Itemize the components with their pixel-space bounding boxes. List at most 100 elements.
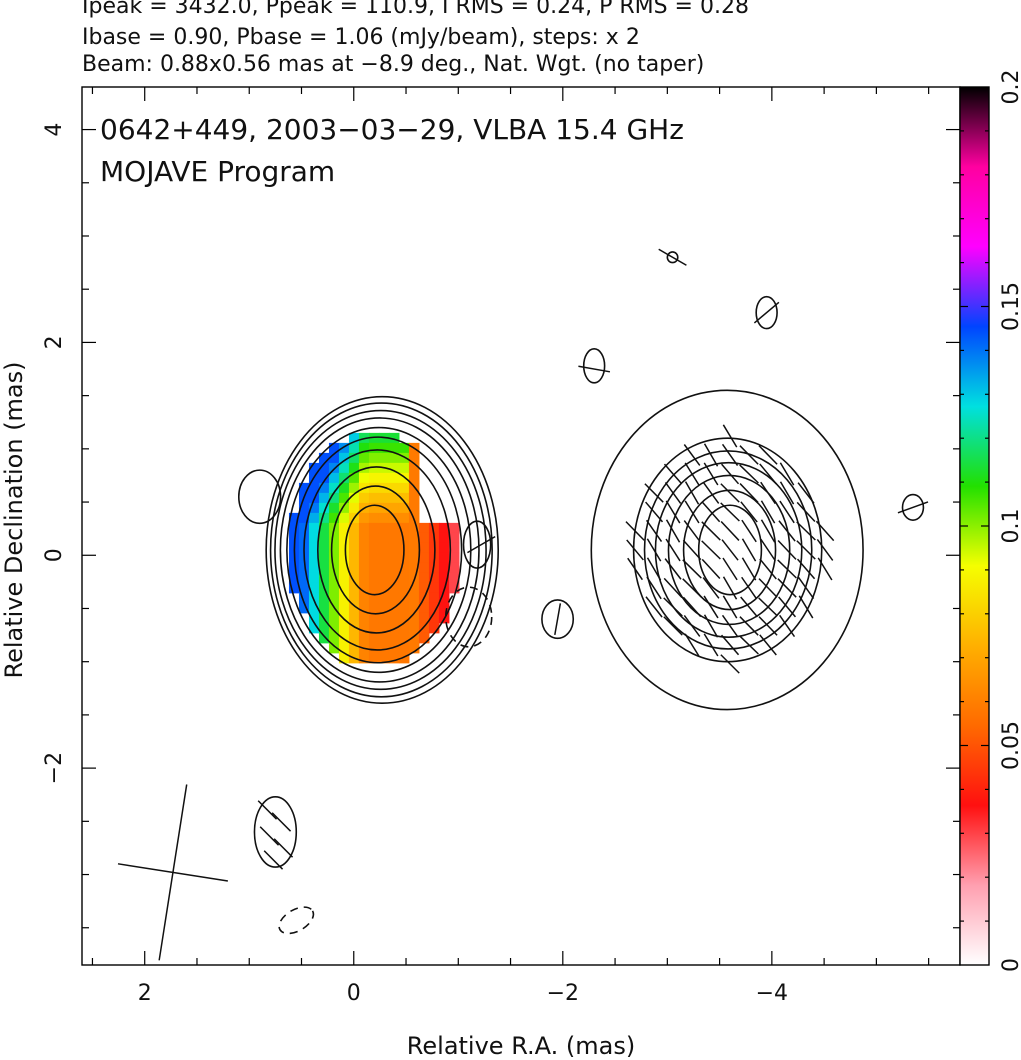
core-contour bbox=[330, 485, 421, 615]
evpa-vector bbox=[683, 444, 701, 466]
fpol-pixel bbox=[408, 612, 420, 624]
core-contour bbox=[269, 402, 493, 698]
right-lobe-contour bbox=[697, 504, 763, 596]
fpol-pixel bbox=[428, 522, 440, 534]
evpa-vector bbox=[722, 595, 738, 619]
evpa-vector bbox=[758, 597, 778, 617]
fpol-pixel bbox=[428, 602, 440, 614]
fpol-pixel bbox=[388, 572, 400, 584]
fpol-pixel bbox=[378, 452, 390, 464]
fpol-pixel bbox=[388, 452, 400, 464]
fpol-pixel bbox=[398, 532, 410, 544]
fpol-pixel bbox=[448, 582, 460, 594]
core-contour bbox=[293, 436, 463, 664]
evpa-vector bbox=[720, 502, 740, 522]
evpa-vector bbox=[760, 538, 776, 562]
evpa-vector bbox=[645, 519, 663, 543]
header-line-2: Ibase = 0.90, Pbase = 1.06 (mJy/beam), s… bbox=[82, 25, 640, 50]
fpol-pixel bbox=[338, 502, 350, 514]
fpol-pixel bbox=[418, 522, 430, 534]
fpol-pixel bbox=[348, 592, 360, 604]
fpol-pixel bbox=[368, 572, 380, 584]
fpol-pixel bbox=[338, 572, 350, 584]
fpol-pixel bbox=[408, 562, 420, 574]
evpa-vector bbox=[259, 826, 280, 846]
fpol-pixel bbox=[368, 602, 380, 614]
fpol-pixel bbox=[378, 572, 390, 584]
fpol-pixel bbox=[298, 482, 310, 494]
evpa-vector bbox=[778, 520, 796, 542]
x-tick-label: −4 bbox=[756, 981, 788, 1006]
fpol-pixel bbox=[408, 582, 420, 594]
evpa-vector bbox=[703, 595, 719, 619]
fpol-pixel bbox=[448, 532, 460, 544]
fpol-pixel bbox=[338, 492, 350, 504]
fpol-pixel bbox=[328, 512, 340, 524]
fpol-pixel bbox=[398, 482, 410, 494]
fpol-pixel bbox=[348, 602, 360, 614]
evpa-vector bbox=[817, 557, 833, 581]
core-contour bbox=[265, 395, 500, 704]
evpa-vector bbox=[701, 521, 721, 541]
fpol-pixel bbox=[328, 442, 340, 454]
fpol-pixel bbox=[298, 562, 310, 574]
fpol-pixel bbox=[308, 612, 320, 624]
fpol-pixel bbox=[408, 622, 420, 634]
fpol-pixel bbox=[368, 622, 380, 634]
y-tick-label: 4 bbox=[42, 123, 67, 137]
evpa-vector bbox=[663, 577, 683, 598]
fpol-pixel bbox=[348, 452, 360, 464]
evpa-vector bbox=[263, 850, 284, 870]
fpol-pixel bbox=[418, 542, 430, 554]
evpa-vector bbox=[626, 539, 644, 561]
fpol-pixel bbox=[408, 522, 420, 534]
fpol-pixel bbox=[338, 462, 350, 474]
fpol-pixel bbox=[398, 562, 410, 574]
fpol-pixel bbox=[338, 532, 350, 544]
fpol-pixel bbox=[448, 572, 460, 584]
fpol-pixel bbox=[348, 492, 360, 504]
evpa-vector bbox=[646, 557, 662, 581]
fpol-pixel bbox=[388, 462, 400, 474]
fpol-pixel bbox=[298, 572, 310, 584]
fpol-pixel bbox=[348, 432, 360, 444]
fpol-pixel bbox=[328, 582, 340, 594]
fpol-pixel bbox=[338, 582, 350, 594]
fpol-pixel bbox=[418, 622, 430, 634]
fpol-pixel bbox=[288, 522, 300, 534]
fpol-pixel bbox=[438, 602, 450, 614]
fpol-pixel bbox=[308, 552, 320, 564]
fpol-pixel bbox=[328, 622, 340, 634]
evpa-vector bbox=[721, 539, 739, 561]
noise-contour bbox=[462, 520, 492, 569]
evpa-vector bbox=[797, 482, 815, 504]
evpa-vector bbox=[739, 445, 759, 465]
fpol-pixel bbox=[328, 642, 340, 654]
colorbar-tick-label: 0.2 bbox=[999, 70, 1021, 105]
fpol-pixel bbox=[358, 632, 370, 644]
evpa-vector bbox=[683, 520, 701, 542]
evpa-vector bbox=[664, 558, 682, 580]
fpol-pixel bbox=[378, 602, 390, 614]
beam-minor-axis bbox=[117, 863, 228, 882]
fpol-pixel bbox=[368, 522, 380, 534]
evpa-vector bbox=[701, 540, 721, 560]
fpol-pixel bbox=[338, 542, 350, 554]
evpa-vector bbox=[701, 558, 721, 580]
colorbar-tick-label: 0.15 bbox=[999, 282, 1021, 331]
fpol-pixel bbox=[388, 482, 400, 494]
evpa-vector bbox=[646, 576, 662, 600]
fpol-pixel bbox=[298, 592, 310, 604]
fpol-pixel bbox=[338, 442, 350, 454]
fpol-pixel bbox=[438, 562, 450, 574]
fpol-pixel bbox=[388, 652, 400, 664]
fpol-pixel bbox=[398, 572, 410, 584]
fpol-pixel bbox=[368, 632, 380, 644]
fpol-pixel bbox=[318, 542, 330, 554]
fpol-pixel bbox=[328, 542, 340, 554]
fpol-pixel bbox=[338, 592, 350, 604]
evpa-vector bbox=[702, 481, 720, 504]
negative-contour bbox=[278, 906, 315, 935]
fpol-pixel bbox=[358, 602, 370, 614]
noise-contour bbox=[582, 348, 606, 384]
